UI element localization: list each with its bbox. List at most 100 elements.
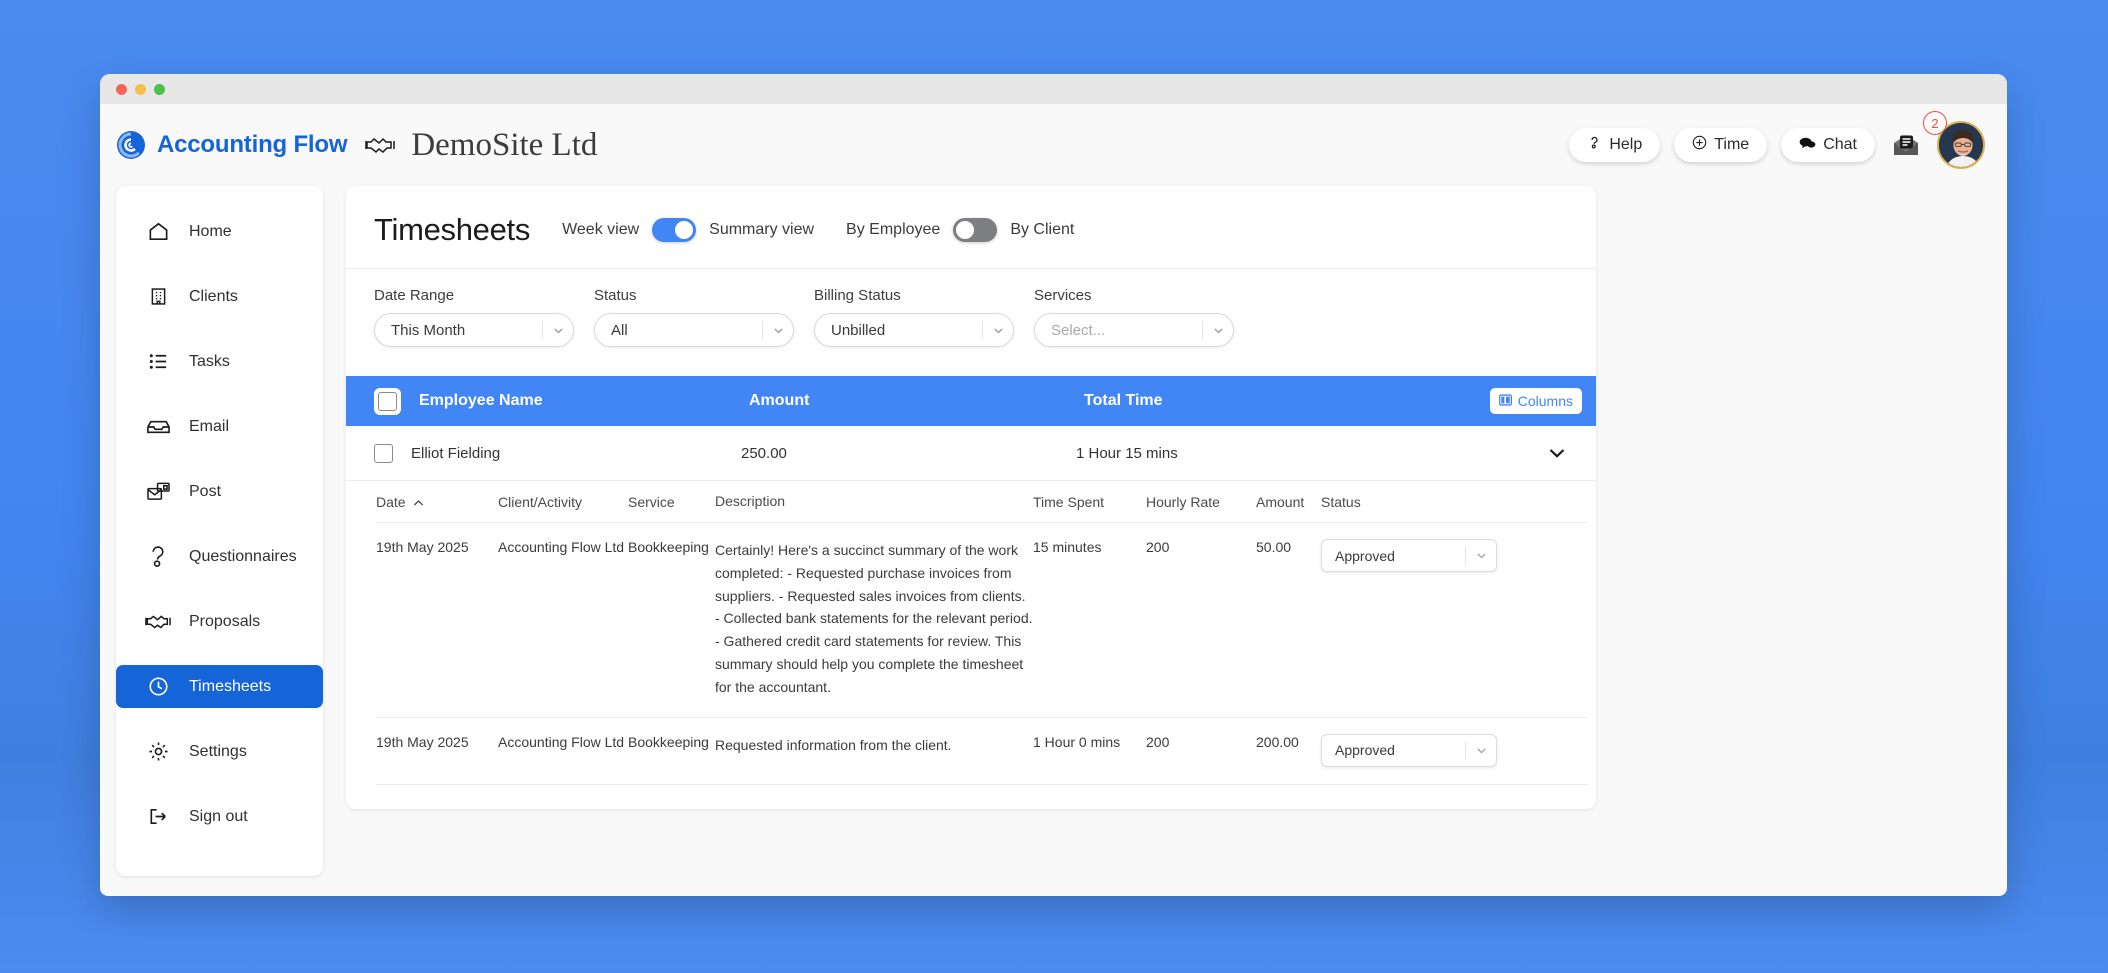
columns-label: Columns	[1517, 393, 1573, 409]
sidebar-item-home[interactable]: Home	[116, 210, 323, 253]
avatar[interactable]: 2	[1923, 111, 1985, 169]
select-value: This Month	[391, 321, 466, 339]
sidebar-item-post[interactable]: Post	[116, 470, 323, 513]
filter-billing-status: Billing Status Unbilled	[814, 287, 1014, 347]
toggle-knob	[956, 221, 975, 239]
table-row[interactable]: 19th May 2025 Accounting Flow Ltd Bookke…	[376, 718, 1588, 785]
expand-collapse-chevron-icon[interactable]	[1548, 447, 1566, 459]
filter-label: Date Range	[374, 287, 455, 304]
select-separator	[542, 321, 543, 339]
post-mail-icon	[145, 479, 171, 505]
select-separator	[1465, 741, 1466, 759]
employee-summary-row[interactable]: Elliot Fielding 250.00 1 Hour 15 mins	[346, 426, 1596, 481]
inbox-icon	[145, 414, 171, 440]
column-header-amount[interactable]: Amount	[749, 392, 810, 409]
sidebar-item-clients[interactable]: Clients	[116, 275, 323, 318]
sidebar-item-email[interactable]: Email	[116, 405, 323, 448]
chat-label: Chat	[1823, 136, 1857, 153]
week-summary-view-toggle[interactable]	[652, 218, 697, 242]
date-range-select[interactable]: This Month	[374, 313, 574, 347]
by-employee-label: By Employee	[846, 221, 941, 238]
sidebar-item-label: Post	[189, 482, 222, 500]
employee-client-toggle[interactable]	[953, 218, 998, 242]
chevron-down-icon	[1203, 324, 1233, 337]
header-actions: Help Time	[1569, 111, 1985, 169]
detail-column-header-date[interactable]: Date	[376, 494, 498, 510]
detail-column-label: Date	[376, 493, 406, 510]
status-value: Approved	[1335, 547, 1395, 564]
select-separator	[1465, 547, 1466, 564]
sidebar-item-questionnaires[interactable]: Questionnaires	[116, 535, 323, 578]
timesheets-table: Employee Name Amount Total Time	[346, 376, 1596, 809]
detail-column-header-client[interactable]: Client/Activity	[498, 493, 583, 510]
detail-column-header-amount[interactable]: Amount	[1256, 493, 1305, 510]
cell-hourly-rate: 200	[1146, 733, 1170, 750]
notification-badge: 2	[1923, 111, 1947, 135]
sidebar-item-proposals[interactable]: Proposals	[116, 600, 323, 643]
detail-column-header-hourly-rate[interactable]: Hourly Rate	[1146, 493, 1220, 510]
sidebar-item-timesheets[interactable]: Timesheets	[116, 665, 323, 708]
cell-description: Requested information from the client.	[715, 736, 952, 753]
employee-name: Elliot Fielding	[411, 444, 501, 462]
cell-hourly-rate: 200	[1146, 539, 1170, 555]
app-window: Accounting Flow DemoSite Ltd Help	[100, 74, 2007, 896]
help-button[interactable]: Help	[1569, 128, 1661, 162]
cell-service: Bookkeeping	[628, 733, 709, 750]
cell-client: Accounting Flow Ltd	[498, 539, 625, 555]
status-select[interactable]: Approved	[1321, 733, 1497, 767]
row-checkbox[interactable]	[374, 443, 393, 463]
time-button[interactable]: Time	[1674, 128, 1768, 162]
chat-bubble-icon	[1799, 136, 1816, 155]
card-header: Timesheets Week view Summary view By Emp…	[346, 208, 1596, 252]
columns-button[interactable]: Columns	[1489, 388, 1582, 414]
column-header-total-time[interactable]: Total Time	[1084, 392, 1163, 409]
employee-total-time: 1 Hour 15 mins	[1076, 444, 1178, 462]
gear-icon	[145, 739, 171, 765]
question-mark-icon	[145, 544, 171, 570]
detail-column-header-time-spent[interactable]: Time Spent	[1033, 493, 1105, 510]
sidebar-item-label: Clients	[189, 287, 238, 305]
status-select[interactable]: All	[594, 313, 794, 347]
sidebar-item-label: Questionnaires	[189, 547, 297, 565]
columns-icon	[1498, 393, 1512, 409]
sidebar-item-label: Timesheets	[189, 677, 272, 695]
table-row[interactable]: 19th May 2025 Accounting Flow Ltd Bookke…	[376, 523, 1588, 718]
employee-amount: 250.00	[741, 444, 787, 462]
billing-status-select[interactable]: Unbilled	[814, 313, 1014, 347]
window-maximize-button[interactable]	[154, 83, 165, 95]
sidebar-item-settings[interactable]: Settings	[116, 730, 323, 773]
client-name: DemoSite Ltd	[411, 126, 598, 163]
services-select[interactable]: Select...	[1034, 313, 1234, 347]
header-divider	[346, 268, 1596, 269]
chat-button[interactable]: Chat	[1781, 128, 1875, 162]
filter-label: Billing Status	[814, 287, 901, 304]
brand[interactable]: Accounting Flow	[116, 130, 348, 160]
detail-column-header-status[interactable]: Status	[1321, 493, 1361, 510]
brand-name: Accounting Flow	[157, 131, 348, 158]
window-close-button[interactable]	[116, 83, 127, 95]
cell-date: 19th May 2025	[376, 539, 469, 555]
clock-icon	[145, 674, 171, 700]
home-icon	[145, 219, 171, 245]
select-value: Unbilled	[831, 321, 886, 339]
select-value: All	[611, 321, 628, 339]
filter-services: Services Select...	[1034, 287, 1234, 347]
toggle-knob	[675, 221, 694, 239]
sidebar-item-sign-out[interactable]: Sign out	[116, 795, 323, 838]
filter-bar: Date Range This Month Status All	[346, 269, 1596, 347]
mail-open-icon[interactable]	[1889, 130, 1923, 160]
select-separator	[982, 321, 983, 339]
detail-column-header-description[interactable]: Description	[715, 493, 786, 510]
select-all-checkbox[interactable]	[374, 387, 401, 415]
detail-column-header-service[interactable]: Service	[628, 493, 675, 510]
building-icon	[145, 284, 171, 310]
cell-date: 19th May 2025	[376, 733, 469, 750]
column-header-employee-name[interactable]: Employee Name	[419, 392, 543, 409]
timesheet-detail-table: Date Client/Activity Service Description…	[346, 481, 1596, 785]
window-minimize-button[interactable]	[135, 83, 146, 95]
select-separator	[762, 321, 763, 339]
sidebar-item-tasks[interactable]: Tasks	[116, 340, 323, 383]
status-select[interactable]: Approved	[1321, 539, 1497, 572]
week-view-label: Week view	[562, 221, 640, 238]
checkbox-box	[378, 391, 397, 411]
